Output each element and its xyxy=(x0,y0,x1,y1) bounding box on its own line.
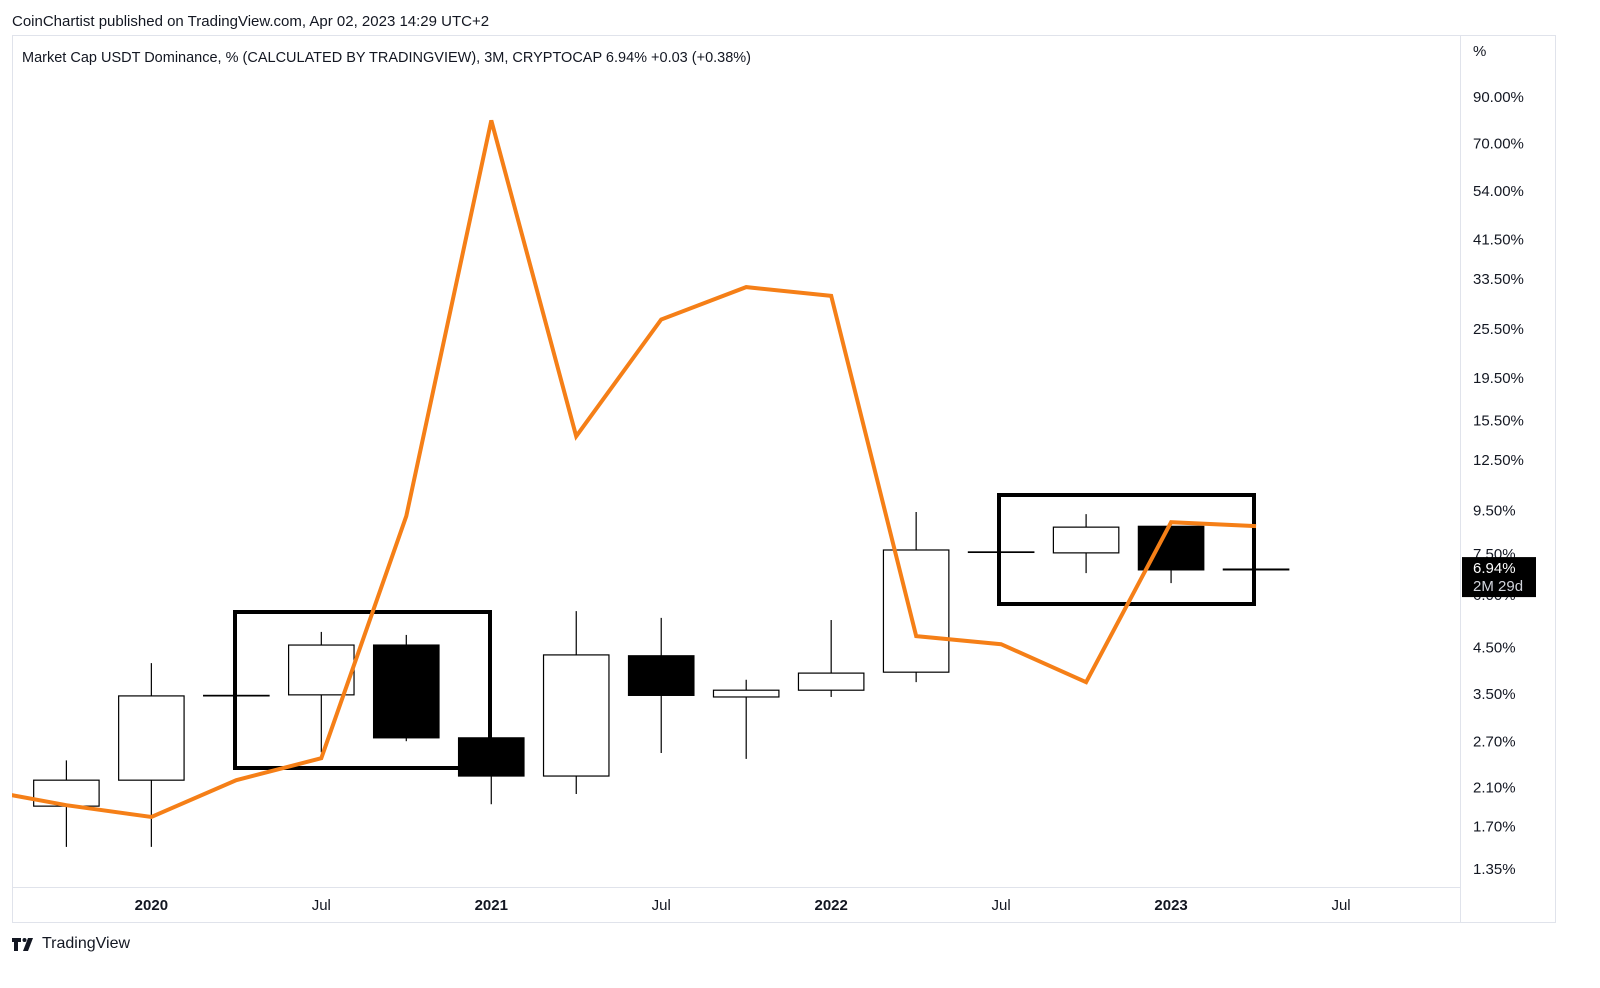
y-tick-label: 33.50% xyxy=(1473,271,1524,288)
y-tick-label: 4.50% xyxy=(1473,640,1516,657)
overlay xyxy=(12,119,1257,820)
price-label: 6.94% xyxy=(1473,560,1516,577)
range-box[interactable] xyxy=(997,493,1256,606)
y-tick-label: 19.50% xyxy=(1473,370,1524,387)
candle-body xyxy=(1052,526,1120,554)
axis-unit: % xyxy=(1473,43,1486,60)
y-tick-label: 54.00% xyxy=(1473,183,1524,200)
candle-body xyxy=(372,644,440,739)
footer-brand: TradingView xyxy=(42,935,130,952)
candle-body xyxy=(1222,568,1290,571)
x-tick-label: 2022 xyxy=(814,897,847,914)
y-tick-label: 2.70% xyxy=(1473,734,1516,751)
x-tick-label: Jul xyxy=(1331,897,1350,914)
y-tick-label: 12.50% xyxy=(1473,452,1524,469)
x-tick-label: Jul xyxy=(652,897,671,914)
candle-body xyxy=(712,689,780,698)
range-box[interactable] xyxy=(233,610,492,770)
y-tick-label: 9.50% xyxy=(1473,502,1516,519)
chart-frame xyxy=(12,35,1556,923)
candle-body xyxy=(797,672,865,691)
price-label-box xyxy=(1462,557,1536,598)
candle-body xyxy=(118,695,185,781)
y-tick-label: 3.50% xyxy=(1473,686,1516,703)
plot-area xyxy=(33,511,1290,847)
bar-countdown: 2M 29d xyxy=(1473,578,1523,595)
x-tick-label: 2020 xyxy=(135,897,168,914)
overlay-line xyxy=(12,119,1257,820)
y-tick-label: 1.35% xyxy=(1473,861,1516,878)
candle-body xyxy=(882,549,950,673)
candle-body xyxy=(627,655,695,696)
y-tick-label: 15.50% xyxy=(1473,412,1524,429)
tradingview-logo xyxy=(12,938,33,951)
candle-body xyxy=(287,644,355,696)
y-tick-label: 25.50% xyxy=(1473,321,1524,338)
candle-body xyxy=(967,551,1035,554)
x-tick-label: Jul xyxy=(992,897,1011,914)
publisher-line: CoinChartist published on TradingView.co… xyxy=(12,13,489,30)
candle-body xyxy=(542,654,610,777)
x-tick-label: 2021 xyxy=(475,897,508,914)
y-tick-label: 70.00% xyxy=(1473,135,1524,152)
chart-legend: Market Cap USDT Dominance, % (CALCULATED… xyxy=(22,50,751,66)
y-tick-label: 41.50% xyxy=(1473,231,1524,248)
x-tick-label: 2023 xyxy=(1154,897,1187,914)
y-tick-label: 90.00% xyxy=(1473,89,1524,106)
y-tick-label: 1.70% xyxy=(1473,819,1516,836)
x-tick-label: Jul xyxy=(312,897,331,914)
axes: 90.00% 70.00% 54.00% 41.50% 33.50% 25.50% 19.5… xyxy=(135,89,1536,914)
y-tick-label: 2.10% xyxy=(1473,780,1516,797)
